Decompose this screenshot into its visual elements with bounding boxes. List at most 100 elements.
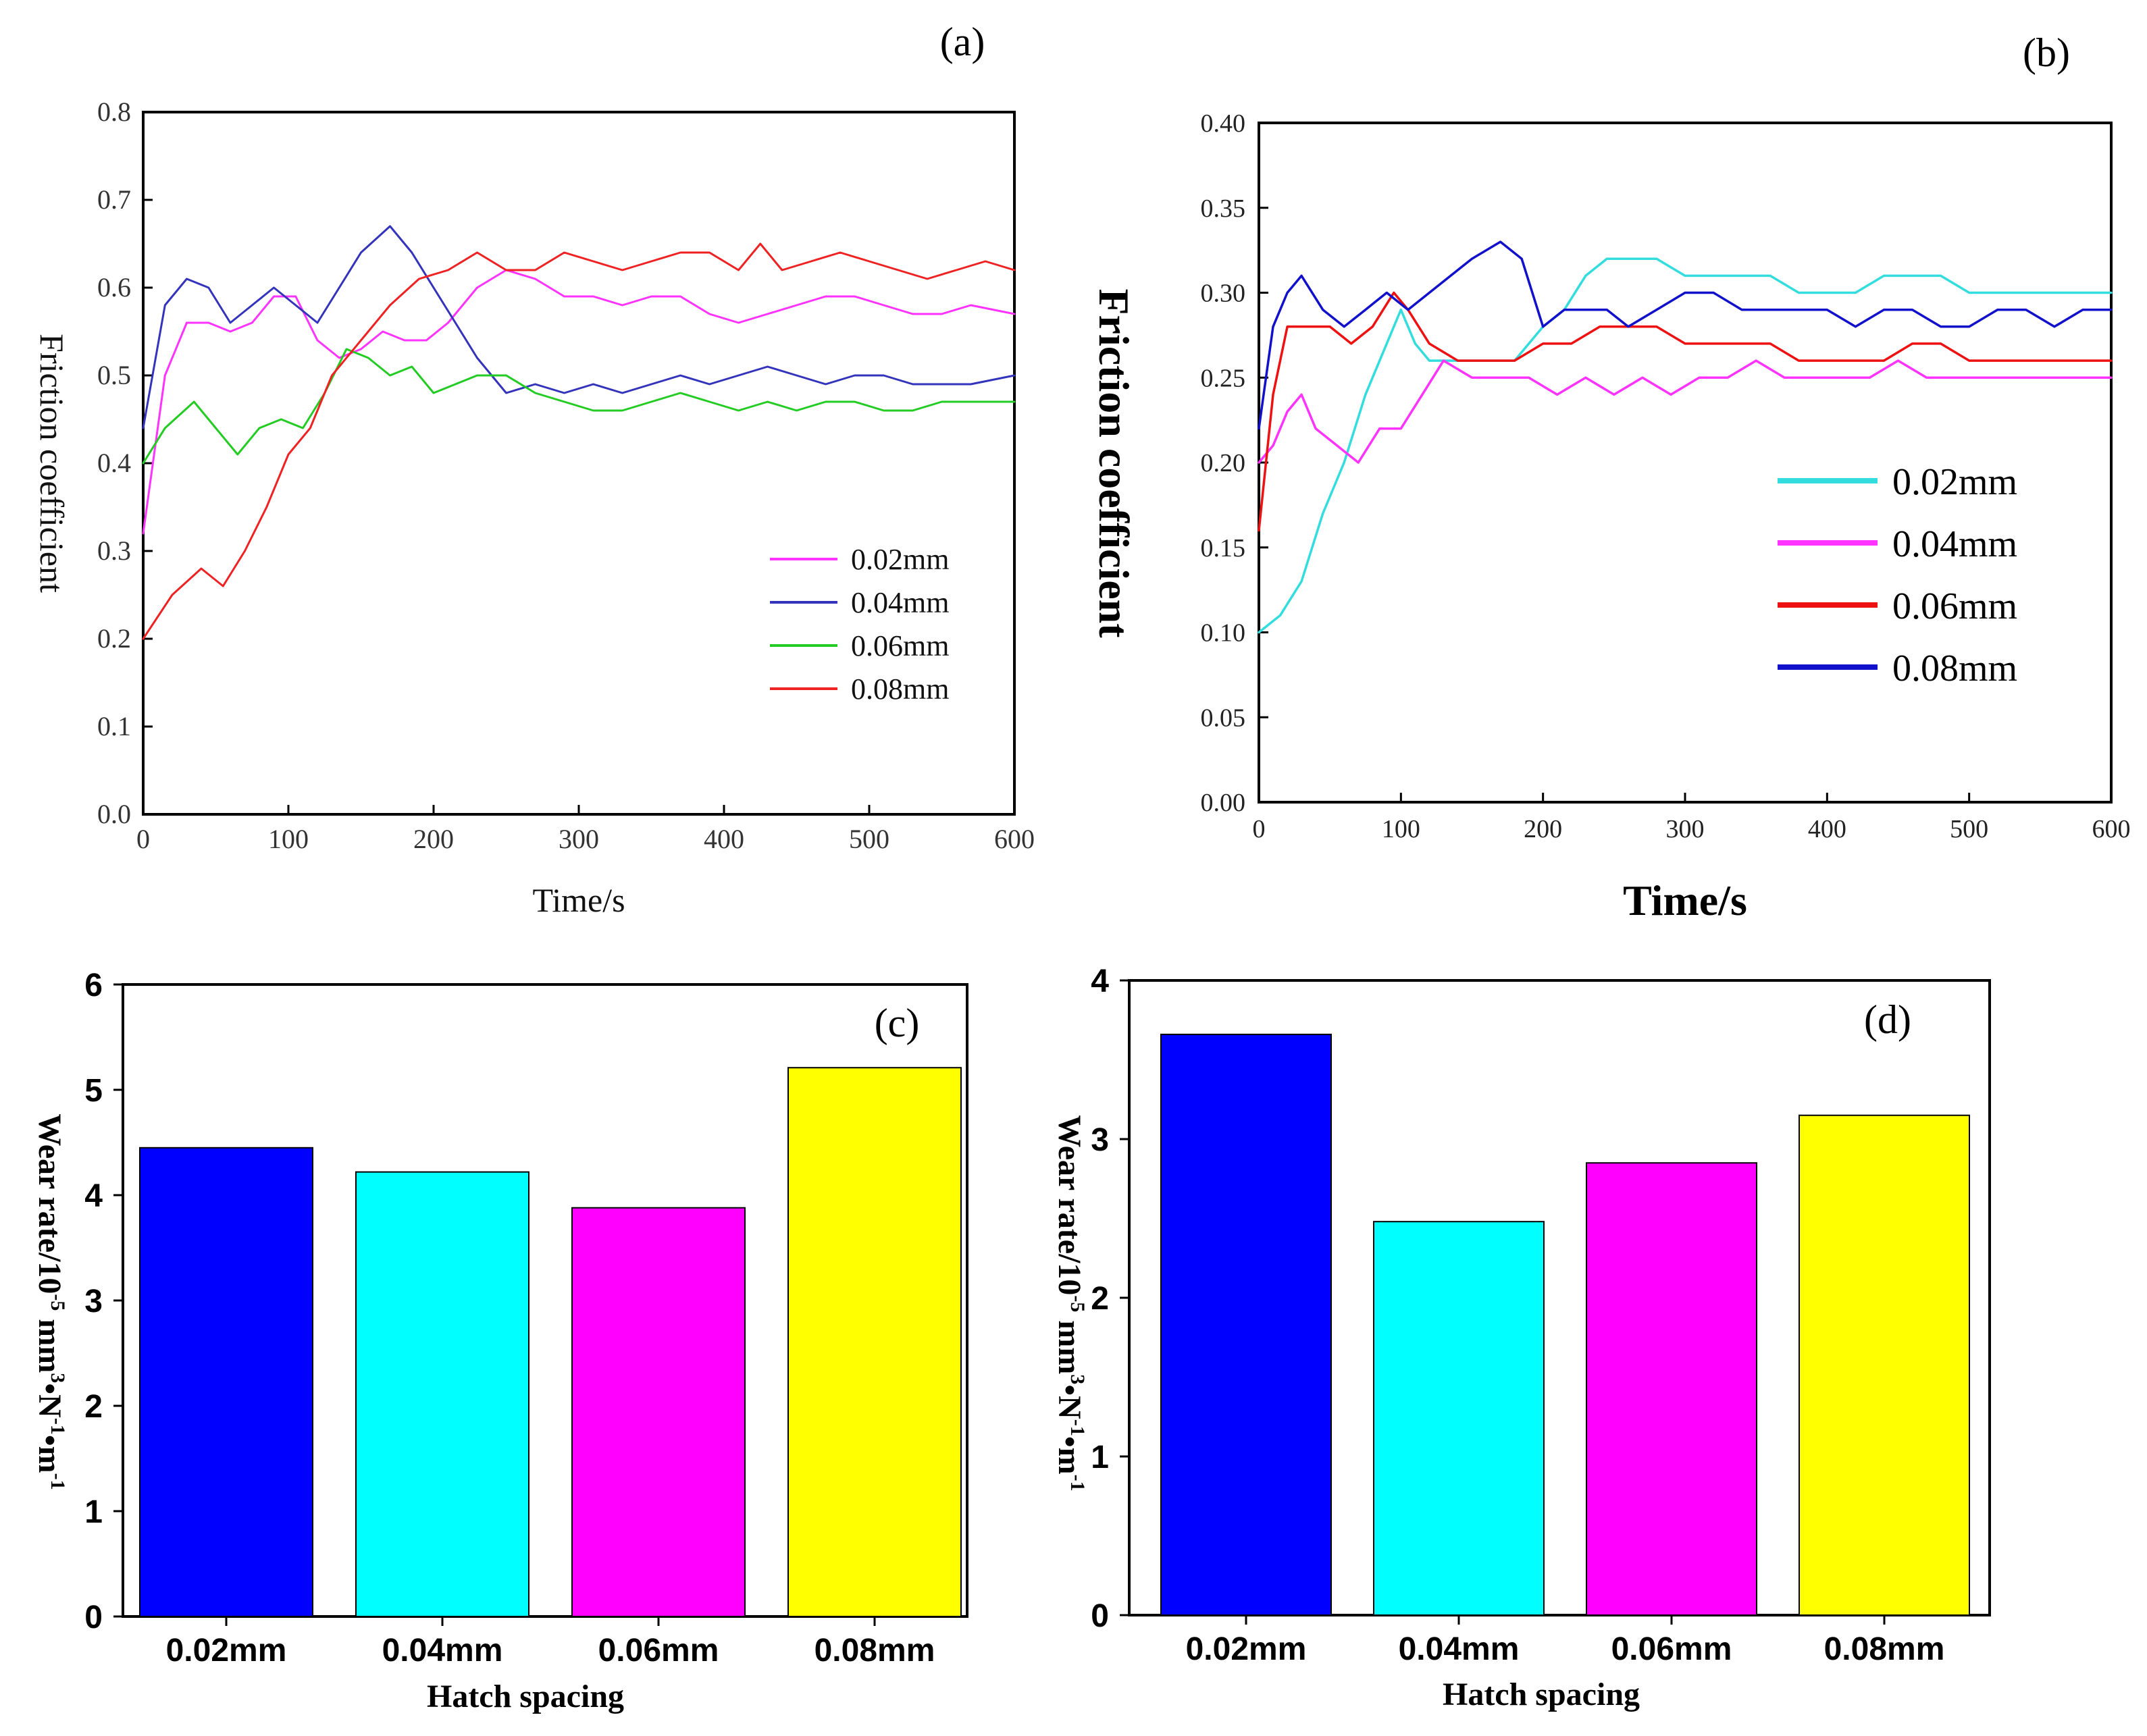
bars-group-d [1160, 1033, 1970, 1616]
x-tick-label-c-0-04mm: 0.04mm [382, 1633, 503, 1668]
series-line-b-0-04mm [1258, 359, 2113, 464]
legend-label-a-0-02mm: 0.02mm [851, 543, 949, 576]
ticks-a: 0 100 200 300 400 500 600 0.0 0.1 0.2 0.3 0.4 0.5 0.6… [97, 97, 1035, 854]
y-title-d-mid1: mm [1052, 1312, 1087, 1374]
series-line-b-0-02mm [1258, 257, 2113, 634]
x-tick-label-b-1: 100 [1382, 815, 1420, 843]
y-tick-label-c-3: 3 [84, 1284, 103, 1319]
y-tick-label-c-5: 5 [84, 1073, 103, 1109]
x-axis-title-b: Time/s [1623, 876, 1747, 924]
panel-b: (b) 0 100 200 300 400 500 600 0.00 0.05 0.10 0.15 0… [1090, 30, 2131, 924]
y-tick-label-a-1: 0.1 [97, 711, 131, 741]
y-tick-label-a-4: 0.4 [97, 448, 131, 478]
y-axis-title-a: Friction coefficient [33, 334, 71, 593]
panel-a: (a) 0 100 200 300 400 500 600 0.0 0.1 0.2 0.3 0.4 0.… [33, 20, 1035, 919]
x-axis-title-c: Hatch spacing [427, 1679, 624, 1714]
y-title-d-mid2: •N [1052, 1384, 1087, 1419]
x-tick-label-a-3: 300 [559, 824, 599, 854]
y-tick-label-b-7: 0.35 [1201, 194, 1246, 223]
y-tick-label-b-8: 0.40 [1201, 109, 1246, 138]
y-tick-label-d-4: 4 [1091, 964, 1109, 999]
ticks-d: 0.02mm 0.04mm 0.06mm 0.08mm 0 1 2 3 4 [1091, 964, 1944, 1667]
y-axis-title-c: Wear rate/10-5 mm3•N-1•m-1 [32, 1113, 69, 1490]
ticks-c: 0.02mm 0.04mm 0.06mm 0.08mm 0 1 2 3 4 5 6 [84, 968, 935, 1668]
panel-label-c: (c) [875, 1001, 920, 1045]
x-tick-label-d-0-06mm: 0.06mm [1611, 1631, 1732, 1667]
x-tick-label-b-3: 300 [1666, 815, 1705, 843]
y-title-d-sup1: -5 [1066, 1295, 1089, 1312]
y-tick-label-c-0: 0 [84, 1600, 103, 1635]
y-tick-label-a-8: 0.8 [97, 97, 131, 127]
y-tick-label-b-5: 0.25 [1201, 364, 1246, 392]
bar-d-0-08mm [1799, 1114, 1970, 1616]
bar-d-0-04mm [1373, 1221, 1545, 1616]
x-tick-label-a-6: 600 [994, 824, 1035, 854]
y-tick-label-b-3: 0.15 [1201, 534, 1246, 562]
x-axis-title-a: Time/s [532, 881, 625, 919]
bar-c-0-04mm [355, 1171, 529, 1618]
y-title-d-main: Wear rate/10 [1052, 1115, 1087, 1295]
panel-c: (c) 0.02mm 0.04mm 0.06mm 0.08mm 0 1 2 3 4 5 6 Hatc… [32, 968, 968, 1714]
series-group-b [1258, 240, 2113, 634]
series-line-b-0-06mm [1258, 291, 2113, 532]
y-tick-label-b-0: 0.00 [1201, 789, 1246, 817]
y-tick-label-a-7: 0.7 [97, 184, 131, 215]
series-line-a-0-06mm [142, 348, 1016, 465]
series-line-a-0-08mm [142, 242, 1016, 640]
y-tick-label-c-2: 2 [84, 1389, 103, 1425]
legend-label-a-0-08mm: 0.08mm [851, 673, 949, 706]
legend-label-a-0-04mm: 0.04mm [851, 586, 949, 619]
legend-a: 0.02mm 0.04mm 0.06mm 0.08mm [770, 543, 949, 706]
bar-d-0-02mm [1160, 1033, 1332, 1616]
bar-d-0-06mm [1586, 1162, 1757, 1616]
y-tick-label-d-0: 0 [1091, 1598, 1109, 1634]
y-title-c-sup3: -1 [47, 1418, 69, 1435]
y-tick-label-c-1: 1 [84, 1494, 103, 1530]
x-tick-label-b-5: 500 [1950, 815, 1988, 843]
y-axis-title-d: Wear rate/10-5 mm3•N-1•m-1 [1052, 1115, 1089, 1491]
y-tick-label-b-4: 0.20 [1201, 449, 1246, 477]
x-tick-label-d-0-08mm: 0.08mm [1824, 1631, 1945, 1667]
panel-label-b: (b) [2023, 30, 2070, 75]
legend-b: 0.02mm 0.04mm 0.06mm 0.08mm [1778, 461, 2017, 689]
bar-c-0-08mm [787, 1067, 962, 1617]
y-tick-label-b-1: 0.05 [1201, 704, 1246, 732]
x-tick-label-a-5: 500 [849, 824, 889, 854]
y-tick-label-a-3: 0.3 [97, 535, 131, 566]
x-tick-label-a-0: 0 [136, 824, 150, 854]
x-tick-label-b-2: 200 [1524, 815, 1562, 843]
legend-label-b-0-04mm: 0.04mm [1892, 523, 2017, 565]
x-tick-label-a-4: 400 [704, 824, 744, 854]
y-title-d-sup3: -1 [1066, 1419, 1089, 1436]
x-tick-label-b-4: 400 [1808, 815, 1846, 843]
y-title-d-mid3: •m [1052, 1436, 1087, 1475]
x-tick-label-b-0: 0 [1253, 815, 1266, 843]
panel-d: (d) 0.02mm 0.04mm 0.06mm 0.08mm 0 1 2 3 4 Hatch … [1052, 964, 1991, 1712]
y-axis-title-b: Friction coefficient [1090, 288, 1138, 638]
x-tick-label-c-0-02mm: 0.02mm [166, 1633, 287, 1668]
y-title-d-sup2: 3 [1066, 1374, 1089, 1384]
x-tick-label-b-6: 600 [2092, 815, 2131, 843]
y-title-c-sup2: 3 [47, 1373, 69, 1383]
y-tick-label-d-2: 2 [1091, 1281, 1109, 1317]
y-tick-label-b-2: 0.10 [1201, 619, 1246, 648]
x-tick-label-d-0-02mm: 0.02mm [1186, 1631, 1307, 1667]
panel-label-d: (d) [1864, 997, 1911, 1042]
y-tick-label-d-1: 1 [1091, 1440, 1109, 1475]
y-title-d-sup4: -1 [1066, 1475, 1089, 1492]
x-tick-label-d-0-04mm: 0.04mm [1399, 1631, 1520, 1667]
y-tick-label-c-4: 4 [84, 1178, 103, 1214]
plot-frame-a [142, 111, 1016, 816]
x-tick-label-c-0-06mm: 0.06mm [598, 1633, 719, 1668]
y-tick-label-c-6: 6 [84, 968, 103, 1003]
legend-label-b-0-08mm: 0.08mm [1892, 648, 2017, 689]
y-tick-label-d-3: 3 [1091, 1122, 1109, 1158]
y-tick-label-a-5: 0.5 [97, 360, 131, 390]
legend-label-b-0-06mm: 0.06mm [1892, 585, 2017, 627]
panel-label-a: (a) [940, 20, 985, 64]
y-title-c-mid1: mm [32, 1311, 68, 1373]
series-line-a-0-04mm [142, 225, 1016, 429]
bar-c-0-02mm [139, 1147, 313, 1618]
y-title-c-mid3: •m [32, 1435, 68, 1473]
